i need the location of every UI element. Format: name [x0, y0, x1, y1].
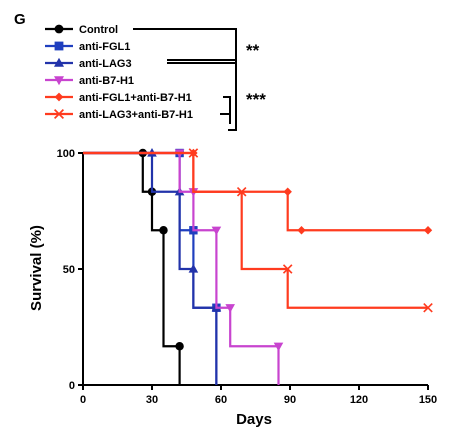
series-5-censor-0 — [423, 302, 433, 313]
x-tick-label-150: 150 — [419, 394, 437, 406]
series-5-line — [83, 151, 428, 309]
x-tick-label-30: 30 — [146, 394, 158, 406]
x-tick-label-0: 0 — [80, 394, 86, 406]
x-tick-label-60: 60 — [215, 394, 227, 406]
legend-label-5: anti-LAG3+anti-B7-H1 — [79, 109, 193, 121]
x-tick-label-120: 120 — [350, 394, 368, 406]
legend-marker-3 — [54, 76, 64, 86]
y-axis-label: Survival (%) — [28, 225, 45, 311]
series-5-point-2-stroke-b — [236, 186, 247, 197]
series-0-line — [83, 151, 181, 385]
bracket-2 — [167, 59, 237, 131]
series-5-point-1 — [188, 148, 199, 158]
bracket-1 — [133, 28, 237, 64]
series-5-point-3-stroke-b — [282, 264, 293, 274]
axes: 0 30 60 90 120 150 0 50 100 — [57, 148, 438, 406]
series-4 — [83, 148, 433, 235]
x-tick-label-90: 90 — [284, 394, 296, 406]
series-4-line — [83, 151, 428, 232]
series-0-point-3 — [159, 226, 168, 235]
y-tick-label-0: 0 — [69, 380, 75, 392]
legend: Control anti-FGL1 anti-LAG3 anti-B7-H1 anti-… — [45, 24, 193, 121]
legend-label-2: anti-LAG3 — [79, 58, 132, 70]
series-3-point-3 — [211, 226, 222, 236]
legend-label-3: anti-B7-H1 — [79, 75, 134, 87]
series-5-censor-0-stroke-b — [423, 302, 433, 313]
legend-label-0: Control — [79, 24, 118, 36]
legend-marker-0 — [54, 24, 64, 34]
significance-brackets: ***** — [133, 28, 266, 131]
series-0-point-4 — [175, 342, 184, 351]
series-4-censor-0 — [297, 226, 306, 235]
series-2-point-3 — [188, 264, 199, 273]
series-2-line — [83, 151, 218, 385]
series-5-point-3 — [282, 264, 293, 274]
series-5-point-1-stroke-b — [188, 148, 199, 158]
x-axis-label: Days — [236, 411, 272, 428]
significance-double-star: ** — [246, 41, 260, 60]
series-1-line — [83, 151, 218, 385]
series-4-point-2 — [283, 187, 292, 196]
series-4-censor-1 — [423, 226, 433, 235]
legend-marker-2 — [54, 57, 64, 67]
series-3 — [83, 149, 284, 385]
significance-triple-star: *** — [246, 90, 266, 109]
bracket-4 — [220, 113, 231, 124]
legend-marker-1 — [54, 41, 64, 51]
series-3-point-5 — [273, 342, 284, 352]
series-5-point-2 — [236, 186, 247, 197]
series-3-point-4 — [225, 304, 235, 313]
series-5 — [83, 148, 433, 313]
panel-label: G — [14, 11, 26, 28]
legend-marker-4 — [54, 92, 64, 102]
series-2 — [83, 148, 222, 385]
legend-label-4: anti-FGL1+anti-B7-H1 — [79, 92, 192, 104]
y-tick-label-100: 100 — [57, 148, 75, 160]
legend-marker-5 — [53, 108, 65, 120]
legend-label-1: anti-FGL1 — [79, 41, 130, 53]
series-0 — [83, 148, 184, 385]
legend-marker-5-stroke-b — [53, 108, 65, 120]
bracket-3 — [223, 96, 231, 114]
y-tick-label-50: 50 — [63, 264, 75, 276]
series-layer — [83, 148, 433, 385]
